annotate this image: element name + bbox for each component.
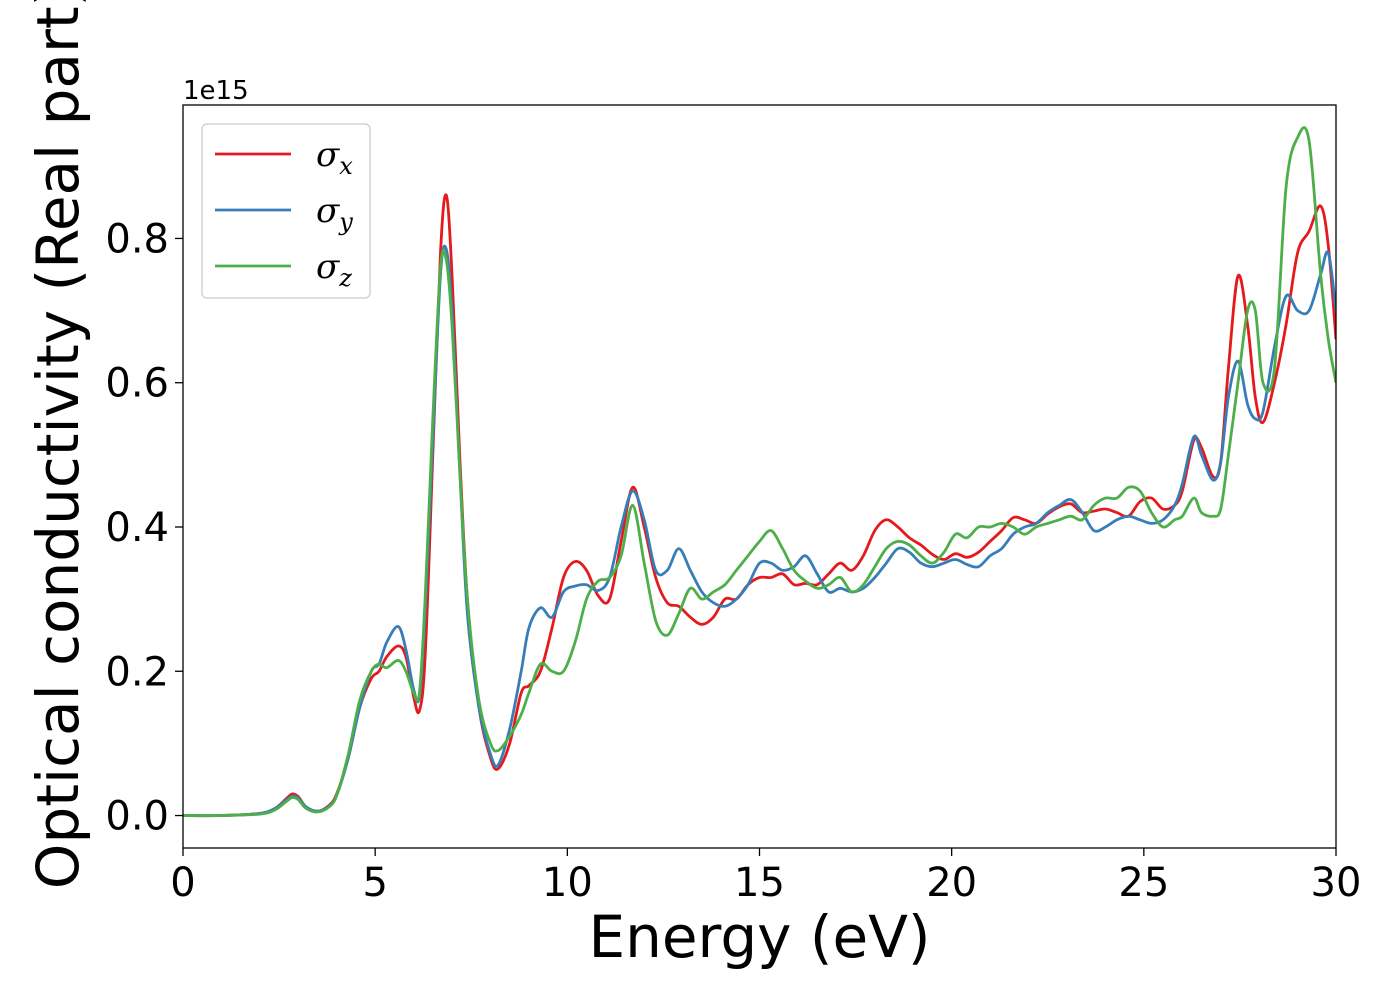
legend: σx σy σz [201,123,371,299]
legend-entry-y: σy [215,191,353,236]
x-tick-label: 30 [1311,860,1362,906]
x-tick-label: 15 [734,860,785,906]
legend-label: σy [316,191,353,236]
x-tick-label: 25 [1118,860,1169,906]
legend-label: σx [316,135,353,180]
y-tick-label: 0.2 [105,649,169,695]
x-tick-label: 0 [170,860,195,906]
legend-label: σz [316,247,352,292]
y-axis-ticks: 0.0 0.2 0.4 0.6 0.8 [105,216,183,840]
y-tick-label: 0.6 [105,361,169,407]
y-axis-label: Optical conductivity (Real part) [24,0,92,889]
y-tick-label: 0.4 [105,505,169,551]
series-line-y [183,244,1336,818]
y-tick-label: 0.0 [105,794,169,840]
legend-entry-x: σx [215,135,353,180]
y-axis-offset-label: 1e15 [183,76,249,106]
series-line-z [183,126,1336,818]
x-tick-label: 5 [362,860,387,906]
x-tick-label: 10 [542,860,593,906]
series-layer [183,126,1336,818]
x-axis-ticks: 0 5 10 15 20 25 30 [170,848,1361,906]
x-axis-label: Energy (eV) [588,903,930,971]
legend-entry-z: σz [215,247,352,292]
x-tick-label: 20 [926,860,977,906]
y-tick-label: 0.8 [105,216,169,262]
